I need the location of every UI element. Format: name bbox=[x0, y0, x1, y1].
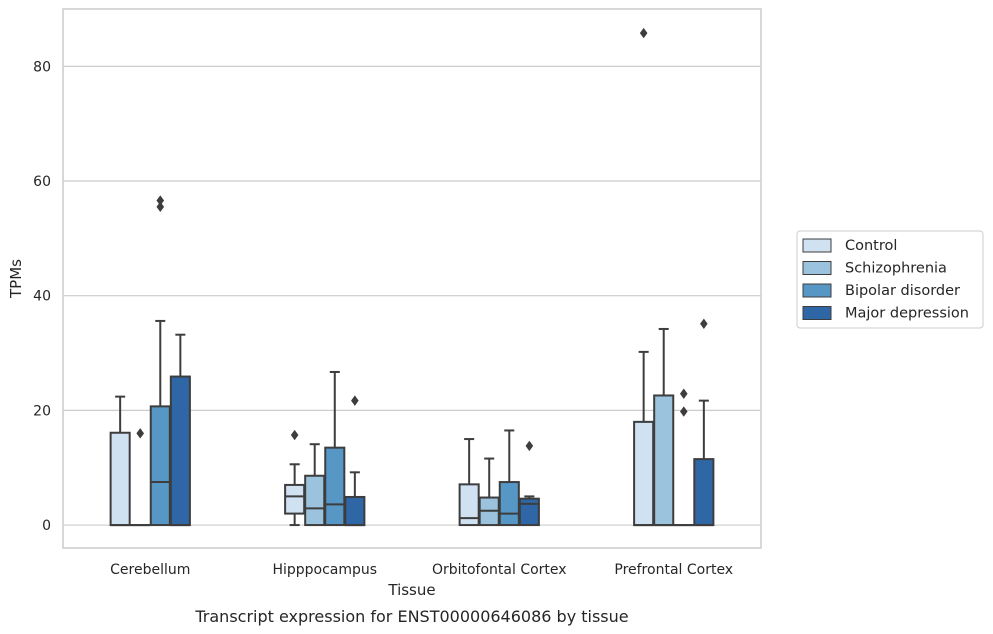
box-2-1 bbox=[478, 457, 500, 527]
box-1-1 bbox=[304, 443, 326, 527]
box-body bbox=[109, 431, 131, 527]
box-body bbox=[324, 446, 346, 527]
legend-item: Schizophrenia bbox=[802, 261, 947, 277]
box-body bbox=[653, 394, 675, 527]
legend-swatch bbox=[802, 261, 832, 275]
legend-label: Major depression bbox=[845, 306, 969, 322]
outlier-point bbox=[700, 318, 708, 329]
box-3-3 bbox=[693, 318, 715, 527]
box-body bbox=[518, 497, 540, 527]
legend-item: Control bbox=[802, 238, 897, 254]
box-body bbox=[693, 458, 715, 527]
box-body bbox=[304, 474, 326, 527]
legend-frame bbox=[796, 230, 984, 329]
box-0-2 bbox=[149, 195, 171, 527]
box-body bbox=[344, 495, 366, 527]
box-body bbox=[169, 375, 191, 527]
legend-label: Schizophrenia bbox=[845, 261, 947, 277]
legend: Control Schizophrenia Bipolar disorder Majo… bbox=[796, 230, 984, 329]
y-tick-label: 60 bbox=[33, 174, 51, 190]
legend-swatch bbox=[802, 238, 832, 253]
box-2-3 bbox=[518, 440, 540, 527]
figure-caption: Transcript expression for ENST0000064608… bbox=[194, 607, 628, 626]
y-tick-label: 20 bbox=[33, 403, 51, 419]
x-tick-label: Orbitofontal Cortex bbox=[432, 562, 567, 578]
outlier-point bbox=[156, 195, 165, 206]
x-axis-label: Tissue bbox=[387, 581, 435, 599]
x-axis-ticks: Cerebellum Hipppocampus Orbitofontal Corte… bbox=[110, 562, 733, 578]
outlier-point bbox=[136, 428, 145, 439]
legend-item: Bipolar disorder bbox=[802, 283, 960, 299]
legend-swatch bbox=[802, 306, 832, 320]
plot-frame bbox=[62, 8, 762, 549]
box-3-2 bbox=[673, 388, 695, 527]
x-tick-label: Prefrontal Cortex bbox=[614, 562, 733, 578]
box-0-3 bbox=[169, 333, 191, 527]
box-body bbox=[498, 481, 520, 527]
box-1-3 bbox=[344, 395, 366, 527]
y-tick-label: 40 bbox=[33, 289, 51, 305]
box-body bbox=[149, 405, 171, 527]
outlier-point bbox=[679, 406, 688, 417]
box-body bbox=[633, 420, 655, 527]
x-tick-label: Hipppocampus bbox=[272, 562, 377, 578]
y-axis-ticks: 0 20 40 60 80 bbox=[33, 59, 51, 534]
box-2-2 bbox=[498, 429, 520, 527]
box-0-0 bbox=[109, 395, 131, 527]
outlier-point bbox=[679, 388, 688, 399]
y-tick-label: 80 bbox=[33, 59, 51, 75]
x-tick-label: Cerebellum bbox=[110, 562, 190, 578]
legend-item: Major depression bbox=[802, 306, 969, 322]
box-0-1 bbox=[129, 428, 151, 527]
outlier-point bbox=[525, 440, 534, 452]
y-axis-label: TPMs bbox=[7, 259, 25, 299]
legend-swatch bbox=[802, 283, 832, 298]
y-tick-label: 0 bbox=[42, 518, 51, 534]
box-3-1 bbox=[653, 327, 675, 527]
box-2-0 bbox=[458, 438, 480, 527]
outlier-point bbox=[156, 201, 165, 213]
box-body bbox=[284, 483, 306, 515]
legend-items: Control Schizophrenia Bipolar disorder Majo… bbox=[802, 238, 969, 322]
legend-label: Bipolar disorder bbox=[845, 283, 960, 299]
box-1-2 bbox=[324, 370, 346, 527]
box-3-0 bbox=[633, 27, 655, 527]
outlier-point bbox=[351, 395, 359, 406]
outlier-point bbox=[639, 27, 648, 39]
box-1-0 bbox=[284, 429, 306, 527]
box-body bbox=[458, 483, 480, 527]
legend-label: Control bbox=[845, 238, 897, 254]
outlier-point bbox=[290, 429, 299, 441]
box-plots bbox=[109, 27, 715, 527]
